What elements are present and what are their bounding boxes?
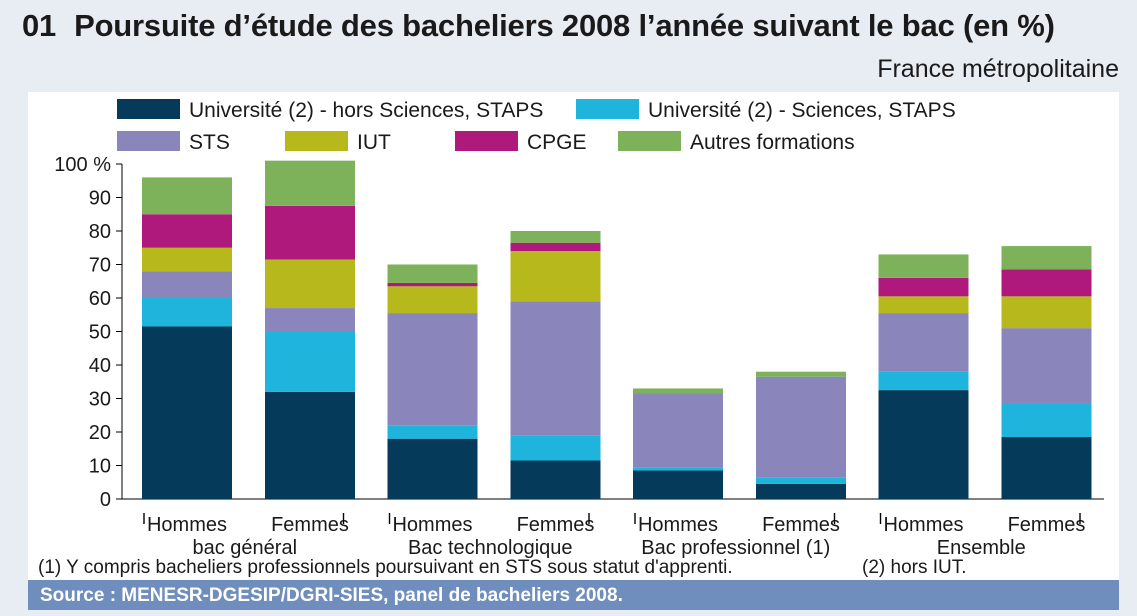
source-text: Source : MENESR-DGESIP/DGRI-SIES, panel … xyxy=(40,585,623,606)
y-tick-label: 100 % xyxy=(54,154,111,176)
bar-segment-sts xyxy=(633,393,723,468)
y-tick-label: 40 xyxy=(89,355,111,377)
bar-segment-iut xyxy=(142,247,232,272)
bar-segment-cpge xyxy=(265,205,355,260)
chart-panel: Université (2) - hors Sciences, STAPS Uni… xyxy=(28,92,1119,580)
bar-segment-autres-formations xyxy=(142,177,232,215)
bar-segment-universit-2-sciences-staps xyxy=(265,331,355,392)
group-label: Bac professionnel (1) xyxy=(641,537,830,559)
bar-segment-iut xyxy=(265,259,355,309)
y-tick-label: 0 xyxy=(100,489,111,511)
bar-label-hommes: Hommes xyxy=(883,514,963,536)
bar-label-hommes: Hommes xyxy=(147,514,227,536)
bar-segment-sts xyxy=(878,313,969,372)
legend-swatch-0 xyxy=(117,99,180,119)
bar-segment-universit-2-hors-sciences-staps xyxy=(387,438,478,499)
bar-segment-cpge xyxy=(878,277,969,297)
bar-segment-sts xyxy=(756,376,846,478)
bar-label-femmes: Femmes xyxy=(1008,514,1086,536)
group-label: Ensemble xyxy=(937,537,1026,559)
legend-swatch-5 xyxy=(618,131,681,151)
group-bracket xyxy=(143,513,345,524)
footnote-2: (2) hors IUT. xyxy=(862,557,967,578)
group-label: bac général xyxy=(192,537,297,559)
bar-segment-sts xyxy=(1001,328,1092,404)
bar-segment-universit-2-sciences-staps xyxy=(142,298,232,327)
group-bracket xyxy=(879,513,1081,524)
y-tick-label: 90 xyxy=(89,188,111,210)
bar-segment-universit-2-sciences-staps xyxy=(878,371,969,391)
bar-segment-autres-formations xyxy=(633,388,723,394)
group-label: Bac technologique xyxy=(408,537,573,559)
bar-segment-universit-2-hors-sciences-staps xyxy=(142,326,232,499)
bar-segment-cpge xyxy=(387,282,478,287)
bar-segment-sts xyxy=(265,308,355,332)
bar-segment-iut xyxy=(878,296,969,314)
bar-segment-iut xyxy=(387,286,478,314)
chart-title: 01 Poursuite d’étude des bacheliers 2008 … xyxy=(22,8,1055,44)
stacked-bar-chart: Université (2) - hors Sciences, STAPS Uni… xyxy=(38,99,1104,578)
bar-segment-universit-2-hors-sciences-staps xyxy=(510,460,601,499)
y-tick-label: 60 xyxy=(89,288,111,310)
bar-label-femmes: Femmes xyxy=(271,514,349,536)
bar-label-femmes: Femmes xyxy=(517,514,595,536)
y-tick-label: 50 xyxy=(89,322,111,344)
bar-label-hommes: Hommes xyxy=(392,514,472,536)
y-tick-label: 30 xyxy=(89,389,111,411)
bar-segment-autres-formations xyxy=(1001,246,1092,270)
legend-swatch-2 xyxy=(117,131,180,151)
legend-label-2: STS xyxy=(189,131,230,154)
legend-swatch-4 xyxy=(455,131,518,151)
legend-label-5: Autres formations xyxy=(690,131,855,154)
bar-segment-cpge xyxy=(1001,269,1092,297)
bar-segment-universit-2-sciences-staps xyxy=(633,467,723,471)
bar-segment-universit-2-sciences-staps xyxy=(387,425,478,439)
group-bracket xyxy=(388,513,590,524)
legend-label-1: Université (2) - Sciences, STAPS xyxy=(648,99,956,122)
bar-segment-universit-2-sciences-staps xyxy=(756,477,846,484)
bar-segment-autres-formations xyxy=(878,254,969,278)
bar-segment-cpge xyxy=(142,214,232,248)
bar-segment-universit-2-hors-sciences-staps xyxy=(878,390,969,499)
chart-number: 01 xyxy=(22,8,57,43)
y-tick-label: 20 xyxy=(89,422,111,444)
y-tick-label: 80 xyxy=(89,221,111,243)
bar-segment-universit-2-sciences-staps xyxy=(510,435,601,461)
y-tick-label: 70 xyxy=(89,255,111,277)
bar-label-femmes: Femmes xyxy=(762,514,840,536)
bar-label-hommes: Hommes xyxy=(638,514,718,536)
bar-segment-sts xyxy=(387,313,478,426)
bar-segment-iut xyxy=(1001,296,1092,329)
legend-swatch-1 xyxy=(576,99,639,119)
bar-segment-sts xyxy=(142,271,232,298)
legend-swatch-3 xyxy=(285,131,348,151)
bar-segment-autres-formations xyxy=(756,371,846,377)
bar-segment-autres-formations xyxy=(387,264,478,283)
bar-segment-iut xyxy=(510,251,601,302)
bar-segment-autres-formations xyxy=(510,231,601,243)
bar-segment-sts xyxy=(510,301,601,436)
legend-label-4: CPGE xyxy=(527,131,587,154)
source-bar: Source : MENESR-DGESIP/DGRI-SIES, panel … xyxy=(28,580,1119,610)
bar-segment-universit-2-hors-sciences-staps xyxy=(756,483,846,499)
legend-label-3: IUT xyxy=(357,131,391,154)
chart-title-text: Poursuite d’étude des bacheliers 2008 l’… xyxy=(74,8,1055,43)
footnote-1: (1) Y compris bacheliers professionnels … xyxy=(38,557,733,578)
group-bracket xyxy=(634,513,836,524)
bar-segment-universit-2-sciences-staps xyxy=(1001,403,1092,438)
bar-segment-universit-2-hors-sciences-staps xyxy=(633,470,723,499)
y-tick-label: 10 xyxy=(89,456,111,478)
bar-segment-autres-formations xyxy=(265,160,355,206)
legend-label-0: Université (2) - hors Sciences, STAPS xyxy=(189,99,543,122)
bar-segment-cpge xyxy=(510,242,601,252)
bar-segment-universit-2-hors-sciences-staps xyxy=(1001,437,1092,499)
chart-subtitle: France métropolitaine xyxy=(877,55,1119,83)
bar-segment-universit-2-hors-sciences-staps xyxy=(265,391,355,499)
